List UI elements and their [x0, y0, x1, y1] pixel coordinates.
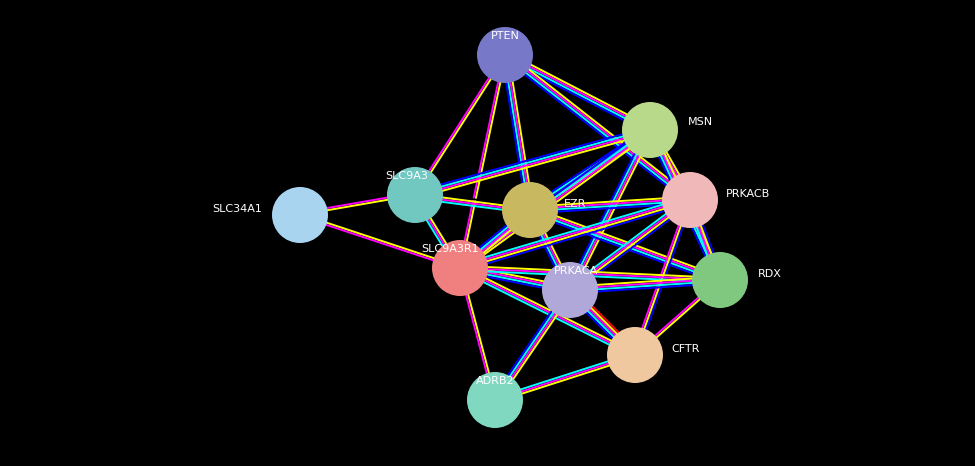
- Text: SLC9A3R1: SLC9A3R1: [421, 244, 479, 254]
- Text: CFTR: CFTR: [671, 344, 699, 354]
- Text: PTEN: PTEN: [490, 31, 520, 41]
- Text: RDX: RDX: [758, 269, 782, 279]
- Circle shape: [387, 167, 443, 223]
- Circle shape: [542, 262, 598, 318]
- Circle shape: [272, 187, 328, 243]
- Circle shape: [662, 172, 718, 228]
- Text: PRKACB: PRKACB: [726, 189, 770, 199]
- Circle shape: [477, 27, 533, 83]
- Text: ADRB2: ADRB2: [476, 376, 515, 386]
- Text: SLC9A3: SLC9A3: [385, 171, 428, 181]
- Circle shape: [502, 182, 558, 238]
- Circle shape: [692, 252, 748, 308]
- Circle shape: [607, 327, 663, 383]
- Text: SLC34A1: SLC34A1: [213, 204, 262, 214]
- Circle shape: [432, 240, 488, 296]
- Circle shape: [467, 372, 523, 428]
- Text: MSN: MSN: [688, 117, 713, 127]
- Circle shape: [622, 102, 678, 158]
- Text: EZR: EZR: [564, 199, 586, 209]
- Text: PRKACA: PRKACA: [554, 266, 598, 276]
